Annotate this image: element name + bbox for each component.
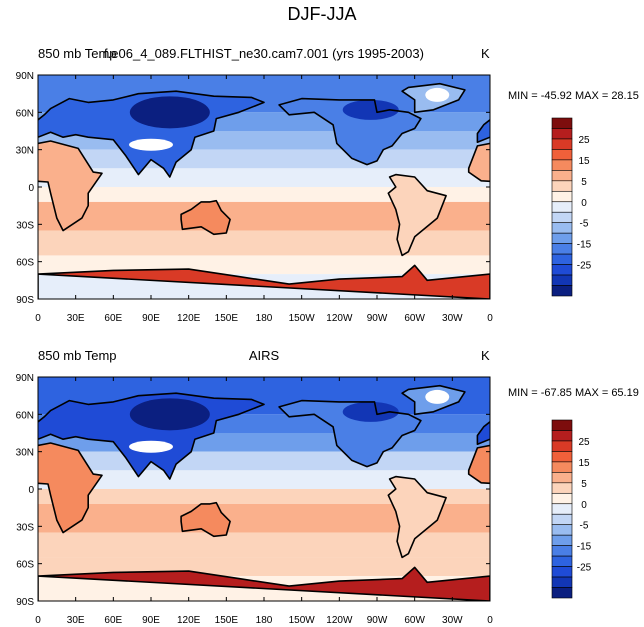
lat-tick-label: 0: [28, 485, 34, 496]
colorbar-label: 5: [581, 479, 587, 490]
panel-units-label: K: [481, 46, 490, 61]
colorbar-label: 15: [578, 458, 590, 469]
lat-tick-label: 60N: [16, 108, 34, 119]
lat-tick-label: 90S: [16, 295, 34, 306]
lon-tick-label: 150W: [289, 615, 316, 626]
lat-tick-label: 0: [28, 183, 34, 194]
lon-tick-label: 0: [487, 615, 493, 626]
lon-tick-label: 180: [256, 615, 273, 626]
lon-tick-label: 60W: [404, 313, 425, 324]
colorbar-label: -5: [580, 521, 589, 532]
colorbar: 25 15 5 0 -5 -15 -25: [551, 419, 592, 599]
panel-center-label: f.e06_4_089.FLTHIST_ne30.cam7.001 (yrs 1…: [104, 46, 424, 61]
lat-tick-label: 90N: [16, 373, 34, 384]
lon-tick-label: 90W: [367, 615, 388, 626]
colorbar-label: 0: [581, 198, 587, 209]
lon-tick-label: 120E: [177, 313, 201, 324]
colorbar-label: 0: [581, 500, 587, 511]
colorbar-label: 5: [581, 177, 587, 188]
panel-left-label: 850 mb Temp: [38, 348, 117, 363]
lon-tick-label: 0: [35, 313, 41, 324]
lon-tick-label: 150W: [289, 313, 316, 324]
panel-minmax: MIN = -67.85 MAX = 65.19: [508, 387, 639, 399]
lon-tick-label: 60E: [104, 313, 122, 324]
lat-tick-label: 60N: [16, 410, 34, 421]
colorbar: 25 15 5 0 -5 -15 -25: [551, 117, 592, 297]
colorbar-label: -5: [580, 219, 589, 230]
lon-tick-label: 120W: [326, 313, 353, 324]
lon-tick-label: 30W: [442, 313, 463, 324]
colorbar-label: 25: [578, 135, 590, 146]
panel-left-label: 850 mb Temp: [38, 46, 117, 61]
lon-tick-label: 90E: [142, 615, 160, 626]
lat-tick-label: 30S: [16, 522, 34, 533]
lat-tick-label: 90S: [16, 597, 34, 608]
figure-title: DJF-JJA: [287, 4, 357, 24]
map-panel-obs: 850 mb Temp AIRS K MIN = -67.85 MAX = 65…: [0, 348, 644, 627]
lat-tick-label: 30N: [16, 448, 34, 459]
lat-tick-label: 30N: [16, 146, 34, 157]
colorbar-label: -15: [577, 542, 592, 553]
lat-tick-label: 90N: [16, 71, 34, 82]
lon-tick-label: 150E: [215, 313, 239, 324]
lon-tick-label: 0: [35, 615, 41, 626]
map-panel-model: 850 mb Temp f.e06_4_089.FLTHIST_ne30.cam…: [0, 46, 644, 336]
lon-tick-label: 180: [256, 313, 273, 324]
lon-tick-label: 120E: [177, 615, 201, 626]
colorbar-label: 15: [578, 156, 590, 167]
lon-tick-label: 30E: [67, 615, 85, 626]
colorbar-label: -25: [577, 261, 592, 272]
colorbar-label: 25: [578, 437, 590, 448]
temperature-field: [38, 377, 490, 601]
lon-tick-label: 30E: [67, 313, 85, 324]
panel-center-label: AIRS: [248, 348, 280, 363]
lat-tick-label: 60S: [16, 258, 34, 269]
lat-tick-label: 60S: [16, 560, 34, 571]
temperature-field: [38, 75, 490, 299]
panel-units-label: K: [481, 348, 490, 363]
lon-tick-label: 120W: [326, 615, 353, 626]
lon-tick-label: 0: [487, 313, 493, 324]
panel-minmax: MIN = -45.92 MAX = 28.15: [508, 90, 639, 102]
lon-tick-label: 60E: [104, 615, 122, 626]
colorbar-label: -25: [577, 563, 592, 574]
lon-tick-label: 150E: [215, 615, 239, 626]
colorbar-label: -15: [577, 240, 592, 251]
lon-tick-label: 90W: [367, 313, 388, 324]
lat-tick-label: 30S: [16, 220, 34, 231]
lon-tick-label: 60W: [404, 615, 425, 626]
lon-tick-label: 30W: [442, 615, 463, 626]
lon-tick-label: 90E: [142, 313, 160, 324]
